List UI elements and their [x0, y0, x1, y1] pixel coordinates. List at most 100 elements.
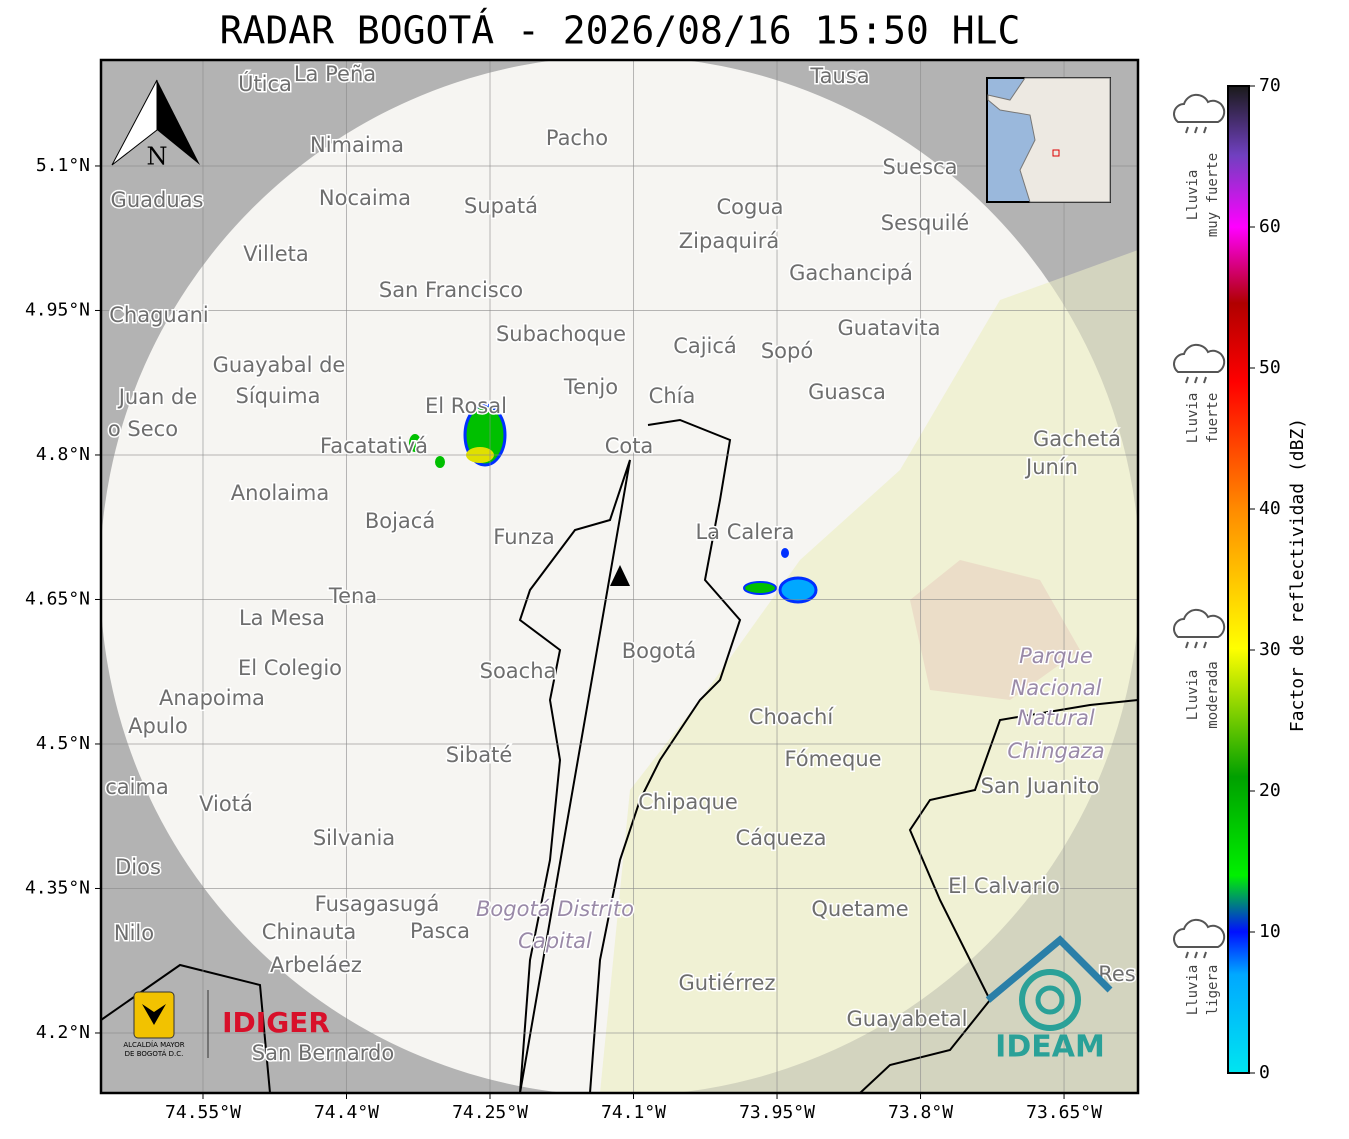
place-label: Viotá: [199, 792, 253, 816]
place-label: Chingaza: [1007, 739, 1104, 763]
colorbar-label: Factor de reflectividad (dBZ): [1287, 418, 1308, 732]
place-label: Natural: [1017, 706, 1095, 730]
colorbar-tick-label: 40: [1259, 498, 1281, 519]
place-label: Choachí: [749, 705, 835, 729]
cloud: [1173, 608, 1226, 638]
ideam-text: IDEAM: [995, 1030, 1105, 1065]
place-label: San Juanito: [981, 774, 1100, 798]
place-label: Supatá: [464, 194, 538, 218]
place-label: Nacional: [1011, 676, 1102, 700]
colorbar-tick-label: 20: [1259, 780, 1281, 801]
rain-category: muy fuerte: [1205, 153, 1221, 237]
logo-text: ALCALDÍA MAYOR: [123, 1040, 184, 1049]
place-label: La Peña: [294, 62, 376, 86]
north-label: N: [147, 143, 168, 171]
place-label: Cajicá: [673, 334, 737, 358]
place-label: El Calvario: [948, 874, 1060, 898]
place-label: El Colegio: [238, 656, 342, 680]
radar-echoes: [409, 403, 818, 604]
idiger-logo: IDIGER: [222, 1006, 330, 1039]
place-label: San Francisco: [379, 278, 523, 302]
x-tick-label: 73.8°W: [888, 1102, 953, 1123]
place-label: Facatativá: [320, 434, 428, 458]
rain-drop: [1194, 641, 1198, 649]
rain-category: ligera: [1205, 965, 1221, 1016]
place-label: Nimaima: [310, 133, 404, 157]
place-label: Pasca: [410, 919, 470, 943]
cloud: [1173, 93, 1226, 123]
rain-category: moderada: [1205, 661, 1221, 728]
rain-category: Lluvia: [1185, 670, 1201, 721]
place-label: Guatavita: [838, 316, 941, 340]
x-tick-label: 74.4°W: [314, 1102, 379, 1123]
place-label: Gutiérrez: [679, 971, 776, 995]
y-tick-label: 4.2°N: [36, 1022, 90, 1043]
rain-category: fuerte: [1205, 393, 1221, 444]
park-area: [910, 560, 1080, 700]
colorbar-tick-label: 60: [1259, 216, 1281, 237]
terrain: [600, 250, 1138, 1093]
cloud: [1173, 918, 1226, 948]
place-label: Anapoima: [159, 686, 265, 710]
x-tick-label: 74.1°W: [601, 1102, 666, 1123]
rain-drop: [1203, 641, 1207, 649]
x-tick-label: 73.95°W: [739, 1102, 815, 1123]
place-label: Pacho: [546, 126, 608, 150]
rain-icon: [1173, 608, 1226, 649]
rain-drop: [1194, 126, 1198, 134]
rain-drop: [1194, 376, 1198, 384]
place-label: Funza: [493, 525, 554, 549]
rain-icon: [1173, 918, 1226, 959]
place-label: La Mesa: [239, 606, 325, 630]
place-label: Nocaima: [319, 186, 411, 210]
ideam-logo: IDEAM: [985, 935, 1113, 1065]
rain-icon: [1173, 343, 1226, 384]
place-label: Soacha: [480, 659, 557, 683]
place-label: Villeta: [243, 242, 308, 266]
place-label: Chaguani: [109, 303, 209, 327]
cloud: [1173, 343, 1226, 373]
place-label: Guayabal de: [213, 353, 346, 377]
rain-drop: [1185, 126, 1189, 134]
place-label: Arbeláez: [270, 953, 362, 977]
place-label: Bogotá: [622, 639, 697, 663]
place-label: Tausa: [809, 64, 869, 88]
alcaldia-logo: ALCALDÍA MAYOR DE BOGOTÁ D.C. IDIGER: [123, 990, 330, 1058]
place-label: Sibaté: [446, 743, 513, 767]
x-tick-label: 74.55°W: [165, 1102, 241, 1123]
place-label: Cogua: [716, 195, 783, 219]
place-label: o Seco: [108, 417, 178, 441]
x-tick-label: 74.25°W: [452, 1102, 528, 1123]
district-boundary: [518, 418, 742, 1093]
place-label: El Rosal: [425, 394, 507, 418]
place-label: caima: [105, 775, 169, 799]
rain-drop: [1185, 641, 1189, 649]
place-label: Anolaima: [231, 481, 329, 505]
colorbar: [1227, 85, 1250, 1074]
rain-drop: [1185, 951, 1189, 959]
place-label: Zipaquirá: [679, 229, 779, 253]
place-label: Sopó: [761, 339, 813, 363]
map-frame: [99, 58, 1140, 1095]
y-tick-label: 4.95°N: [25, 299, 90, 320]
colorbar-tick-label: 70: [1259, 75, 1281, 96]
rain-category: Lluvia: [1185, 965, 1201, 1016]
y-tick-label: 5.1°N: [36, 155, 90, 176]
place-label: Subachoque: [496, 322, 626, 346]
radar-site: [610, 565, 630, 586]
place-label: Guaduas: [111, 188, 204, 212]
place-label: Parque: [1019, 644, 1093, 668]
place-label: Suesca: [883, 155, 958, 179]
map: Útica La Peña Tausa Pacho Nimaima Suesca Guadu…: [101, 60, 1138, 1093]
y-tick-label: 4.65°N: [25, 588, 90, 609]
place-label: Tena: [328, 584, 377, 608]
title: RADAR BOGOTÁ - 2026/08/16 15:50 HLC: [220, 9, 1021, 53]
place-label: La Calera: [695, 520, 794, 544]
place-label: Sesquilé: [881, 211, 969, 235]
colorbar-tick-label: 30: [1259, 639, 1281, 660]
place-label: Útica: [238, 71, 292, 96]
place-label: Guasca: [808, 380, 886, 404]
colorbar-tick-label: 10: [1259, 921, 1281, 942]
y-tick-label: 4.5°N: [36, 733, 90, 754]
